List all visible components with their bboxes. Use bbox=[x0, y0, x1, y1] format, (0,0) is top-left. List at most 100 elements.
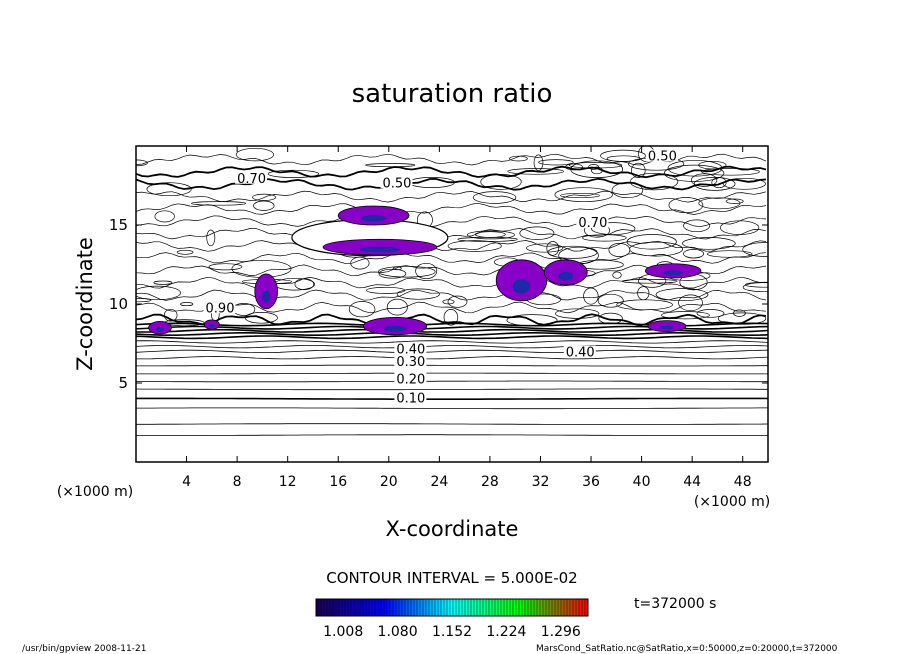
contour-loop bbox=[682, 237, 736, 250]
contour-label-bg bbox=[394, 372, 427, 385]
isoline bbox=[136, 372, 768, 375]
isoline bbox=[136, 380, 768, 383]
isoline bbox=[136, 388, 768, 391]
contour-loop bbox=[733, 309, 746, 317]
x-tick-label: 48 bbox=[734, 474, 752, 490]
contour-loop bbox=[546, 241, 560, 256]
contour-loop bbox=[717, 312, 767, 325]
isoline bbox=[136, 423, 768, 425]
y-tick-label: 15 bbox=[109, 216, 128, 234]
contour-label-bg bbox=[394, 391, 427, 404]
contour-label: 0.20 bbox=[396, 372, 425, 387]
contour-loop bbox=[253, 200, 275, 211]
contour-label: 0.50 bbox=[648, 150, 677, 165]
contour-loop bbox=[663, 164, 725, 182]
contour-loop bbox=[208, 263, 243, 271]
wavy-contour bbox=[136, 215, 767, 228]
x-tick-label: 8 bbox=[233, 474, 242, 490]
contour-loop bbox=[180, 302, 194, 307]
contour-loop bbox=[725, 198, 744, 204]
contour-label-bg bbox=[235, 171, 268, 184]
shaded-core bbox=[209, 324, 215, 328]
contour-loop bbox=[153, 280, 173, 285]
contour-label-bg bbox=[645, 149, 678, 162]
contour-label: 0.40 bbox=[566, 346, 595, 361]
x-tick-label: 28 bbox=[481, 474, 499, 490]
isoline bbox=[136, 349, 768, 354]
contour-label-bg bbox=[576, 216, 609, 228]
wavy-contour bbox=[136, 239, 767, 252]
contour-label-bg bbox=[394, 342, 427, 355]
y-tick-label: 5 bbox=[118, 374, 128, 392]
isoline bbox=[136, 340, 768, 344]
contour-loop bbox=[509, 155, 528, 162]
wavy-contour bbox=[136, 289, 767, 301]
contour-label: 0.70 bbox=[578, 216, 607, 231]
contour-loop bbox=[678, 294, 703, 312]
contour-loop bbox=[554, 187, 613, 203]
contour-loop bbox=[146, 182, 192, 197]
contour-loop bbox=[447, 240, 502, 252]
contour-loop bbox=[366, 286, 406, 294]
shaded-core bbox=[156, 327, 165, 332]
colorbar-tick-labels: 1.008 1.080 1.152 1.224 1.296 bbox=[323, 624, 581, 640]
contour-loop bbox=[136, 285, 181, 301]
y-axis-label: Z-coordinate bbox=[73, 237, 97, 371]
chart-title: saturation ratio bbox=[352, 79, 553, 109]
wavy-contour bbox=[136, 165, 767, 179]
isoline bbox=[136, 332, 768, 336]
contour-loop bbox=[588, 164, 599, 170]
x-tick-label: 16 bbox=[329, 474, 347, 490]
colorbar-frame bbox=[315, 598, 589, 617]
colorbar-tick-label: 1.224 bbox=[486, 624, 526, 640]
colorbar-tick-label: 1.296 bbox=[541, 624, 581, 640]
contour-loop bbox=[583, 287, 599, 305]
contour-loop bbox=[163, 308, 178, 322]
shaded-core bbox=[262, 290, 271, 303]
contour-label: 0.40 bbox=[396, 342, 425, 357]
contour-loop bbox=[235, 147, 274, 162]
contour-loop bbox=[598, 312, 623, 325]
contour-loop bbox=[582, 234, 627, 242]
contour-loop bbox=[701, 168, 760, 176]
x-tick-label: 20 bbox=[380, 474, 398, 490]
contour-loop bbox=[629, 241, 683, 257]
isoline bbox=[136, 407, 768, 410]
contour-loop bbox=[378, 265, 436, 278]
isoline bbox=[136, 434, 768, 436]
shaded-core bbox=[512, 279, 531, 294]
contour-loop bbox=[690, 173, 718, 187]
contour-loop bbox=[719, 220, 760, 235]
shaded-core bbox=[361, 215, 387, 222]
shaded-core bbox=[558, 271, 574, 281]
isoline bbox=[136, 345, 768, 349]
contour-loop bbox=[696, 309, 725, 318]
wavy-contour bbox=[136, 190, 767, 203]
time-label: t=372000 s bbox=[634, 596, 716, 612]
shaded-core bbox=[360, 246, 400, 253]
contour-loop bbox=[294, 278, 315, 291]
contour-loop bbox=[154, 210, 175, 223]
contour-loop bbox=[252, 193, 277, 201]
shaded-core bbox=[384, 325, 407, 332]
footer-left: /usr/bin/gpview 2008-11-21 bbox=[22, 644, 146, 654]
contour-loop bbox=[533, 154, 544, 171]
contour-loop bbox=[637, 286, 650, 301]
wavy-contour bbox=[136, 202, 767, 215]
footer-right: MarsCond_SatRatio.nc@SatRatio,x=0:50000,… bbox=[536, 644, 838, 654]
contour-loop bbox=[742, 242, 768, 257]
contour-label: 0.10 bbox=[396, 391, 425, 406]
contour-loop bbox=[597, 293, 624, 308]
y-axis-ticks: 5 10 15 bbox=[109, 216, 768, 392]
contour-loop bbox=[661, 311, 710, 320]
x-tick-label: 40 bbox=[633, 474, 651, 490]
x-tick-label: 36 bbox=[582, 474, 600, 490]
contour-labels: 0.100.200.300.40 0.400.500.500.700.700.90 bbox=[203, 149, 678, 406]
x-tick-label: 4 bbox=[182, 474, 191, 490]
contour-loop bbox=[443, 309, 459, 326]
colorbar-tick-label: 1.152 bbox=[432, 624, 472, 640]
supersaturated-regions bbox=[148, 205, 702, 336]
contour-loop bbox=[683, 249, 705, 259]
isoline bbox=[136, 335, 768, 340]
colorbar-tick-label: 1.008 bbox=[323, 624, 363, 640]
